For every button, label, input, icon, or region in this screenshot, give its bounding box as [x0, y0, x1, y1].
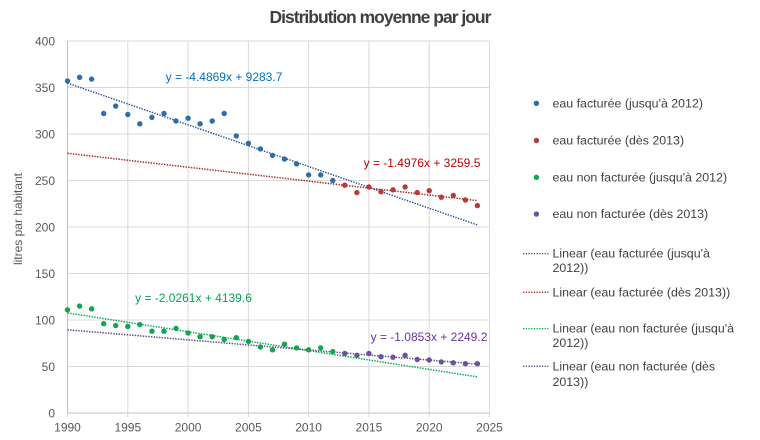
- svg-text:2000: 2000: [175, 421, 202, 435]
- svg-text:300: 300: [35, 127, 55, 141]
- svg-text:2020: 2020: [416, 421, 443, 435]
- svg-text:Linear (eau facturée (jusqu'à: Linear (eau facturée (jusqu'à: [553, 247, 710, 261]
- svg-text:2015: 2015: [356, 421, 383, 435]
- svg-text:250: 250: [35, 174, 55, 188]
- svg-text:Distribution moyenne par jour: Distribution moyenne par jour: [270, 7, 492, 27]
- svg-text:1990: 1990: [54, 421, 81, 435]
- svg-text:eau facturée (dès 2013): eau facturée (dès 2013): [553, 134, 685, 148]
- svg-text:y = -1.4976x + 3259.5: y = -1.4976x + 3259.5: [364, 156, 481, 170]
- svg-text:400: 400: [35, 34, 55, 48]
- svg-text:y = -2.0261x + 4139.6: y = -2.0261x + 4139.6: [135, 291, 252, 305]
- svg-text:2025: 2025: [476, 421, 503, 435]
- svg-text:1995: 1995: [114, 421, 141, 435]
- svg-text:150: 150: [35, 267, 55, 281]
- svg-text:Linear (eau non facturée (jusq: Linear (eau non facturée (jusqu'à: [553, 322, 735, 336]
- svg-text:2012)): 2012)): [553, 261, 589, 275]
- svg-text:100: 100: [35, 313, 55, 327]
- svg-text:y = -1.0853x + 2249.2: y = -1.0853x + 2249.2: [371, 330, 488, 344]
- svg-text:50: 50: [42, 360, 56, 374]
- svg-text:200: 200: [35, 220, 55, 234]
- svg-text:litres par habitant: litres par habitant: [11, 172, 25, 265]
- svg-text:eau non facturée (jusqu'à 2012: eau non facturée (jusqu'à 2012): [553, 170, 728, 184]
- svg-text:350: 350: [35, 81, 55, 95]
- svg-text:2005: 2005: [235, 421, 262, 435]
- svg-text:2013)): 2013)): [553, 375, 589, 389]
- svg-text:y = -4.4869x + 9283.7: y = -4.4869x + 9283.7: [166, 70, 283, 84]
- svg-text:eau facturée (jusqu'à 2012): eau facturée (jusqu'à 2012): [553, 96, 703, 110]
- svg-text:Linear (eau non facturée (dès: Linear (eau non facturée (dès: [553, 360, 716, 374]
- svg-text:0: 0: [48, 406, 55, 420]
- svg-text:eau non facturée (dès 2013): eau non facturée (dès 2013): [553, 207, 709, 221]
- svg-text:2010: 2010: [295, 421, 322, 435]
- svg-text:2012)): 2012)): [553, 336, 589, 350]
- svg-text:Linear (eau facturée (dès 2013: Linear (eau facturée (dès 2013)): [553, 285, 731, 299]
